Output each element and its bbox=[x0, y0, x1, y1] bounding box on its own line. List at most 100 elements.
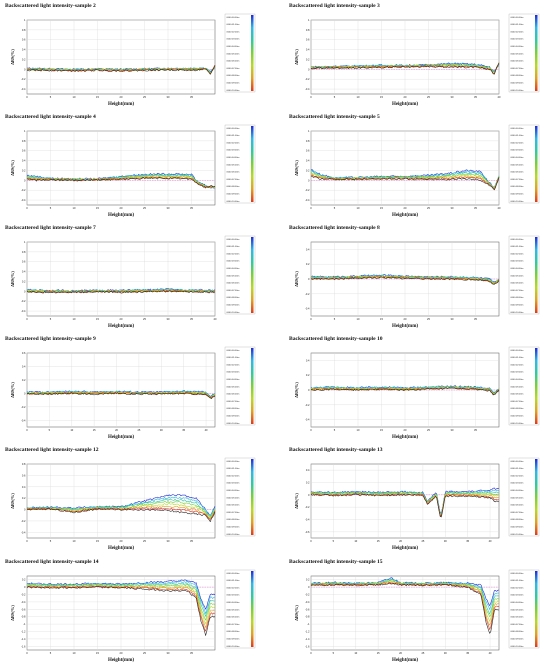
y-tick-label: 1 bbox=[308, 129, 310, 133]
legend-entry: 0000:08:00m bbox=[511, 75, 524, 77]
y-tick-label: -0.8 bbox=[305, 615, 310, 619]
x-tick-label: 5 bbox=[50, 95, 52, 99]
legend-color-bar bbox=[251, 459, 254, 535]
x-tick-label: 0 bbox=[26, 651, 28, 655]
y-axis-label: ΔBS(%) bbox=[10, 493, 15, 509]
y-tick-label: -1.2 bbox=[305, 630, 310, 634]
series-line bbox=[26, 391, 216, 399]
y-tick-label: 0 bbox=[308, 585, 310, 589]
x-tick-label: 5 bbox=[334, 317, 336, 321]
x-axis-label: Height(mm) bbox=[108, 435, 134, 440]
series-line bbox=[310, 276, 500, 285]
y-tick-label: -0.2 bbox=[305, 505, 310, 509]
x-tick-label: 30 bbox=[444, 651, 447, 655]
x-tick-label: 30 bbox=[451, 428, 454, 432]
legend-entry: 0000:01:00m bbox=[511, 468, 524, 470]
series-line bbox=[310, 62, 500, 75]
x-axis-label: Height(mm) bbox=[392, 546, 418, 551]
y-tick-label: 0 bbox=[24, 289, 26, 293]
legend-entry: 0000:09:00m bbox=[511, 194, 524, 196]
x-tick-label: 40 bbox=[214, 317, 217, 321]
legend-entry: 0000:01:00m bbox=[227, 580, 240, 582]
y-tick-label: -0.2 bbox=[21, 405, 26, 409]
y-axis-label: ΔBS(%) bbox=[294, 605, 299, 621]
chart-svg: 0 5 10 15 20 25 30 35 -0.4 -0.2 0 0.2 0.4 ΔBS(%) Heigh… bbox=[294, 346, 540, 440]
y-tick-label: 0.6 bbox=[22, 351, 26, 355]
series-line bbox=[310, 581, 500, 626]
legend-entry: 0000:00:00m bbox=[227, 128, 240, 130]
legend-entry: 0000:04:00m bbox=[227, 46, 240, 48]
x-tick-label: 5 bbox=[50, 206, 52, 210]
y-tick-label: 0.4 bbox=[306, 358, 310, 362]
y-tick-label: 0.8 bbox=[22, 250, 26, 254]
y-tick-label: -0.2 bbox=[305, 403, 310, 407]
x-tick-label: 25 bbox=[421, 539, 424, 543]
x-tick-label: 35 bbox=[190, 651, 193, 655]
x-tick-label: 30 bbox=[167, 95, 170, 99]
y-tick-label: -0.8 bbox=[21, 615, 26, 619]
legend-entry: 0000:07:00m bbox=[227, 290, 240, 292]
legend-entry: 0000:04:00m bbox=[511, 268, 524, 270]
x-tick-label: 0 bbox=[310, 428, 312, 432]
legend-entry: 0000:03:00m bbox=[511, 483, 524, 485]
x-tick-label: 0 bbox=[310, 651, 312, 655]
x-tick-label: 0 bbox=[310, 95, 312, 99]
series-line bbox=[26, 580, 216, 614]
legend-box bbox=[508, 569, 540, 649]
y-tick-label: 0.6 bbox=[22, 38, 26, 42]
x-tick-label: 15 bbox=[380, 206, 383, 210]
y-tick-label: -0.4 bbox=[305, 518, 310, 522]
y-tick-label: 0.8 bbox=[22, 28, 26, 32]
y-tick-label: 0.2 bbox=[22, 57, 26, 61]
y-axis-label: ΔBS(%) bbox=[10, 271, 15, 287]
y-tick-label: 0.2 bbox=[306, 57, 310, 61]
legend-entry: 0000:05:00m bbox=[511, 609, 524, 611]
legend-entry: 0000:06:00m bbox=[227, 617, 240, 619]
legend-entry: 0000:09:00m bbox=[511, 639, 524, 641]
chart-svg: 0 5 10 15 20 25 30 35 -0.4 -0.2 0 0.2 0.4 0.6 0.8 ΔBS(%… bbox=[10, 457, 256, 551]
legend-entry: 0000:01:00m bbox=[511, 135, 524, 137]
x-tick-label: 20 bbox=[404, 428, 407, 432]
y-tick-label: -0.6 bbox=[305, 530, 310, 534]
x-tick-label: 25 bbox=[427, 428, 430, 432]
legend-entry: 0000:02:00m bbox=[227, 475, 240, 477]
y-tick-label: 0.6 bbox=[22, 473, 26, 477]
x-tick-label: 0 bbox=[26, 539, 28, 543]
legend-entry: 0000:02:00m bbox=[511, 253, 524, 255]
x-tick-label: 35 bbox=[190, 95, 193, 99]
legend-entry: 0000:08:00m bbox=[227, 297, 240, 299]
legend-entry: 0000:04:00m bbox=[511, 379, 524, 381]
legend-entry: 0000:10:00m bbox=[511, 312, 524, 314]
legend-entry: 0000:01:00m bbox=[227, 357, 240, 359]
legend-entry: 0000:05:00m bbox=[511, 53, 524, 55]
y-tick-label: -0.2 bbox=[305, 292, 310, 296]
y-tick-label: 0.4 bbox=[22, 159, 26, 163]
x-tick-label: 15 bbox=[96, 95, 99, 99]
x-axis-label: Height(mm) bbox=[108, 213, 134, 218]
x-tick-label: 0 bbox=[26, 317, 28, 321]
x-tick-label: 30 bbox=[451, 206, 454, 210]
x-tick-label: 10 bbox=[357, 206, 360, 210]
chart-panel-11: Backscattered light intensity-sample 14 0… bbox=[5, 559, 263, 665]
x-tick-label: 35 bbox=[182, 428, 185, 432]
legend-entry: 0000:03:00m bbox=[511, 39, 524, 41]
legend-entry: 0000:00:00m bbox=[511, 128, 524, 130]
legend-entry: 0000:03:00m bbox=[511, 372, 524, 374]
y-tick-label: 0.2 bbox=[306, 481, 310, 485]
legend-entry: 0000:01:00m bbox=[227, 24, 240, 26]
y-tick-label: 0.4 bbox=[22, 485, 26, 489]
legend-entry: 0000:02:00m bbox=[511, 475, 524, 477]
x-tick-label: 5 bbox=[334, 428, 336, 432]
legend-entry: 0000:04:00m bbox=[511, 602, 524, 604]
x-tick-label: 5 bbox=[334, 95, 336, 99]
series-line bbox=[310, 175, 500, 191]
y-tick-label: -0.2 bbox=[21, 593, 26, 597]
x-axis-label: Height(mm) bbox=[108, 102, 134, 107]
y-tick-label: -0.4 bbox=[21, 198, 26, 202]
legend-entry: 0000:01:00m bbox=[227, 246, 240, 248]
legend-box bbox=[508, 457, 540, 537]
legend-color-bar bbox=[535, 237, 538, 313]
x-tick-label: 15 bbox=[377, 651, 380, 655]
legend-entry: 0000:06:00m bbox=[227, 61, 240, 63]
y-tick-label: 0.2 bbox=[22, 496, 26, 500]
